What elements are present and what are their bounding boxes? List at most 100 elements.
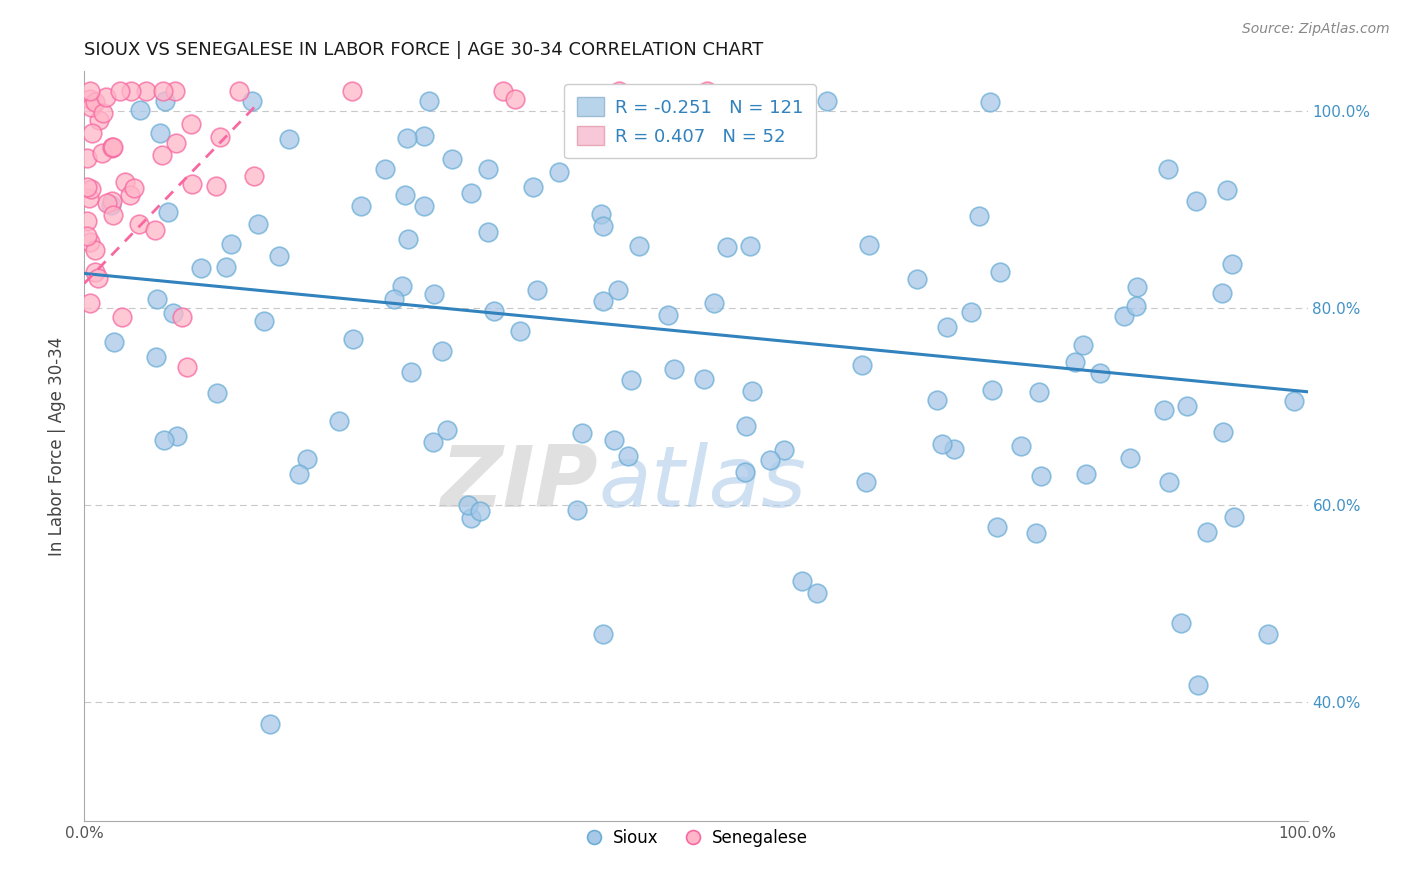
Point xyxy=(228,84,250,98)
Point xyxy=(979,95,1001,110)
Point xyxy=(1159,475,1181,490)
Point xyxy=(243,169,266,184)
Point xyxy=(267,249,290,263)
Point xyxy=(432,344,454,359)
Point xyxy=(172,310,194,325)
Y-axis label: In Labor Force | Age 30-34: In Labor Force | Age 30-34 xyxy=(48,336,66,556)
Point xyxy=(422,434,444,449)
Point xyxy=(716,240,738,254)
Point xyxy=(145,350,167,364)
Point xyxy=(143,222,166,236)
Point xyxy=(606,284,628,298)
Point xyxy=(374,162,396,177)
Point xyxy=(240,94,263,108)
Point xyxy=(740,238,762,252)
Point xyxy=(84,243,107,257)
Point xyxy=(657,308,679,322)
Point xyxy=(617,449,640,463)
Point xyxy=(152,84,174,98)
Point xyxy=(214,260,236,275)
Point xyxy=(468,504,491,518)
Point xyxy=(101,140,124,154)
Point xyxy=(986,519,1008,533)
Point xyxy=(76,151,98,165)
Point xyxy=(259,716,281,731)
Point xyxy=(297,452,319,467)
Point xyxy=(277,132,299,146)
Point xyxy=(1119,451,1142,466)
Point xyxy=(101,140,124,154)
Point xyxy=(925,393,948,408)
Point xyxy=(503,92,526,106)
Point xyxy=(741,384,763,398)
Point xyxy=(967,209,990,223)
Point xyxy=(384,292,406,306)
Point xyxy=(1282,393,1305,408)
Point xyxy=(1195,524,1218,539)
Point xyxy=(418,94,440,108)
Point xyxy=(734,465,756,479)
Point xyxy=(79,100,101,114)
Point xyxy=(396,232,419,246)
Point xyxy=(1071,338,1094,352)
Point xyxy=(607,84,630,98)
Point xyxy=(477,161,499,176)
Point xyxy=(460,511,482,525)
Point xyxy=(165,136,187,151)
Point xyxy=(96,196,118,211)
Point xyxy=(1064,354,1087,368)
Point xyxy=(79,235,101,249)
Point xyxy=(1031,468,1053,483)
Point xyxy=(83,95,105,110)
Point xyxy=(340,84,363,98)
Point xyxy=(522,179,544,194)
Point xyxy=(76,214,98,228)
Point xyxy=(252,314,274,328)
Point xyxy=(76,180,98,194)
Point xyxy=(484,303,506,318)
Point xyxy=(1025,526,1047,541)
Point xyxy=(165,84,187,98)
Point xyxy=(790,574,813,589)
Point xyxy=(960,304,983,318)
Point xyxy=(457,499,479,513)
Point xyxy=(492,84,515,98)
Point xyxy=(153,433,176,447)
Point xyxy=(1211,286,1233,301)
Point xyxy=(149,126,172,140)
Point xyxy=(205,385,228,400)
Point xyxy=(205,179,228,194)
Point xyxy=(1175,399,1198,413)
Point xyxy=(122,181,145,195)
Point xyxy=(101,194,124,208)
Point xyxy=(413,129,436,144)
Point xyxy=(219,237,242,252)
Point xyxy=(190,260,212,275)
Point xyxy=(328,414,350,428)
Point xyxy=(120,84,142,98)
Point xyxy=(1212,425,1234,440)
Point xyxy=(155,94,177,108)
Point xyxy=(592,294,614,309)
Point xyxy=(735,418,758,433)
Point xyxy=(592,219,614,234)
Point xyxy=(1125,300,1147,314)
Point xyxy=(440,152,463,166)
Point xyxy=(118,188,141,202)
Point xyxy=(772,443,794,458)
Point xyxy=(1010,439,1032,453)
Point xyxy=(288,467,311,482)
Point xyxy=(166,429,188,443)
Point xyxy=(620,373,643,387)
Point xyxy=(80,181,103,195)
Point xyxy=(87,271,110,285)
Point xyxy=(114,175,136,189)
Point xyxy=(1153,403,1175,417)
Text: atlas: atlas xyxy=(598,442,806,525)
Point xyxy=(91,106,114,120)
Point xyxy=(103,334,125,349)
Point xyxy=(1125,279,1147,293)
Point xyxy=(509,324,531,338)
Point xyxy=(1076,467,1098,481)
Point xyxy=(100,197,122,211)
